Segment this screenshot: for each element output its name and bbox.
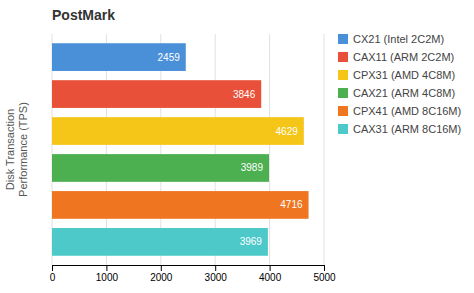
x-axis: 0 1000 2000 3000 4000 5000 [50, 265, 336, 283]
x-tick-mark [324, 265, 325, 271]
x-tick-mark [106, 265, 107, 271]
legend-swatch [338, 70, 348, 80]
grid [52, 34, 324, 265]
x-tick-label: 5000 [313, 272, 336, 283]
legend-swatch [338, 52, 348, 62]
x-tick: 2000 [150, 265, 173, 283]
legend-label: CX21 (Intel 2C2M) [353, 33, 444, 45]
grid-line [269, 34, 270, 265]
y-axis-title-line: Disk Transaction [4, 109, 16, 190]
x-tick-label: 4000 [259, 272, 282, 283]
bar [52, 80, 261, 108]
x-tick-mark [215, 265, 216, 271]
bar [52, 43, 186, 71]
data-label: 3969 [240, 236, 263, 247]
x-tick: 1000 [96, 265, 119, 283]
x-tick: 0 [50, 265, 56, 283]
bar [52, 228, 268, 256]
chart: PostMark 2459 3846 4629 3989 4716 3969 0 1000 200… [0, 0, 474, 293]
data-label: 3846 [233, 89, 256, 100]
x-tick-label: 3000 [205, 272, 228, 283]
grid-line [324, 34, 325, 265]
x-tick-mark [52, 265, 53, 271]
x-tick-mark [161, 265, 162, 271]
legend-item: CAX11 (ARM 2C2M) [338, 51, 454, 63]
y-axis-title: Disk TransactionPerformance (TPS) [4, 102, 29, 197]
x-tick: 4000 [259, 265, 282, 283]
x-tick-label: 2000 [150, 272, 173, 283]
bar [52, 117, 304, 145]
legend-item: CPX41 (AMD 8C16M) [338, 105, 461, 117]
y-axis-title-line: Performance (TPS) [17, 102, 29, 197]
data-labels: 2459 3846 4629 3989 4716 3969 [158, 52, 303, 248]
data-label: 4716 [280, 199, 303, 210]
bar [52, 154, 269, 182]
legend-item: CAX21 (ARM 4C8M) [338, 87, 455, 99]
plot: 2459 3846 4629 3989 4716 3969 0 1000 2000 3000 400… [50, 34, 336, 283]
x-tick-label: 1000 [96, 272, 119, 283]
legend-swatch [338, 106, 348, 116]
x-tick-label: 0 [50, 272, 56, 283]
x-tick-mark [270, 265, 271, 271]
bars [52, 43, 309, 256]
title: PostMark [52, 7, 115, 23]
data-label: 3989 [241, 162, 264, 173]
x-axis-line [53, 266, 325, 272]
legend-item: CPX31 (AMD 4C8M) [338, 69, 455, 81]
legend-label: CPX31 (AMD 4C8M) [353, 69, 455, 81]
legend-swatch [338, 34, 348, 44]
legend-item: CAX31 (ARM 8C16M) [338, 123, 461, 135]
legend-item: CX21 (Intel 2C2M) [338, 33, 444, 45]
legend-swatch [338, 124, 348, 134]
legend-label: CAX31 (ARM 8C16M) [353, 123, 461, 135]
data-label: 4629 [276, 126, 299, 137]
legend-label: CAX11 (ARM 2C2M) [353, 51, 454, 63]
x-tick: 3000 [205, 265, 228, 283]
bar [52, 191, 309, 219]
data-label: 2459 [158, 52, 181, 63]
legend-label: CPX41 (AMD 8C16M) [353, 105, 461, 117]
x-tick: 5000 [313, 265, 336, 283]
legend-label: CAX21 (ARM 4C8M) [353, 87, 455, 99]
legend-swatch [338, 88, 348, 98]
legend: CX21 (Intel 2C2M) CAX11 (ARM 2C2M) CPX31 (… [338, 33, 461, 135]
